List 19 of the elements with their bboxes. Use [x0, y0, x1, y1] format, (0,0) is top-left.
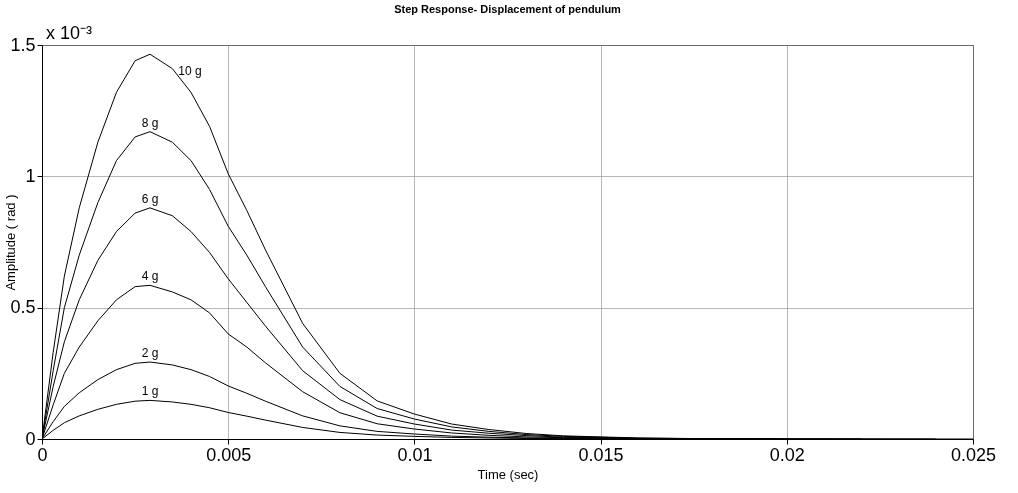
- series-label: 10 g: [178, 63, 202, 78]
- series-label: 4 g: [141, 269, 159, 284]
- y-tick-label: 1: [25, 165, 36, 186]
- series-label: 8 g: [141, 115, 159, 130]
- chart-title: Step Response- Displacement of pendulum: [394, 3, 622, 15]
- y-tick-label: 0.5: [10, 297, 36, 318]
- series-label: 1 g: [141, 384, 159, 399]
- series-label: 2 g: [141, 346, 159, 361]
- y-axis-title: Amplitude ( rad ): [3, 194, 19, 291]
- series-label: 6 g: [141, 191, 159, 206]
- x-tick-label: 0.02: [769, 444, 805, 465]
- text: x 10⁻³: [46, 23, 93, 43]
- x-axis-title: Time (sec): [477, 466, 539, 482]
- y-tick-label: 1.5: [10, 34, 36, 55]
- x-tick-label: 0.015: [578, 444, 624, 465]
- x-tick-label: 0.025: [950, 444, 997, 465]
- y-tick-label: 0: [25, 428, 36, 449]
- x-tick-label: 0.01: [397, 444, 433, 465]
- x-tick-label: 0.005: [206, 444, 252, 465]
